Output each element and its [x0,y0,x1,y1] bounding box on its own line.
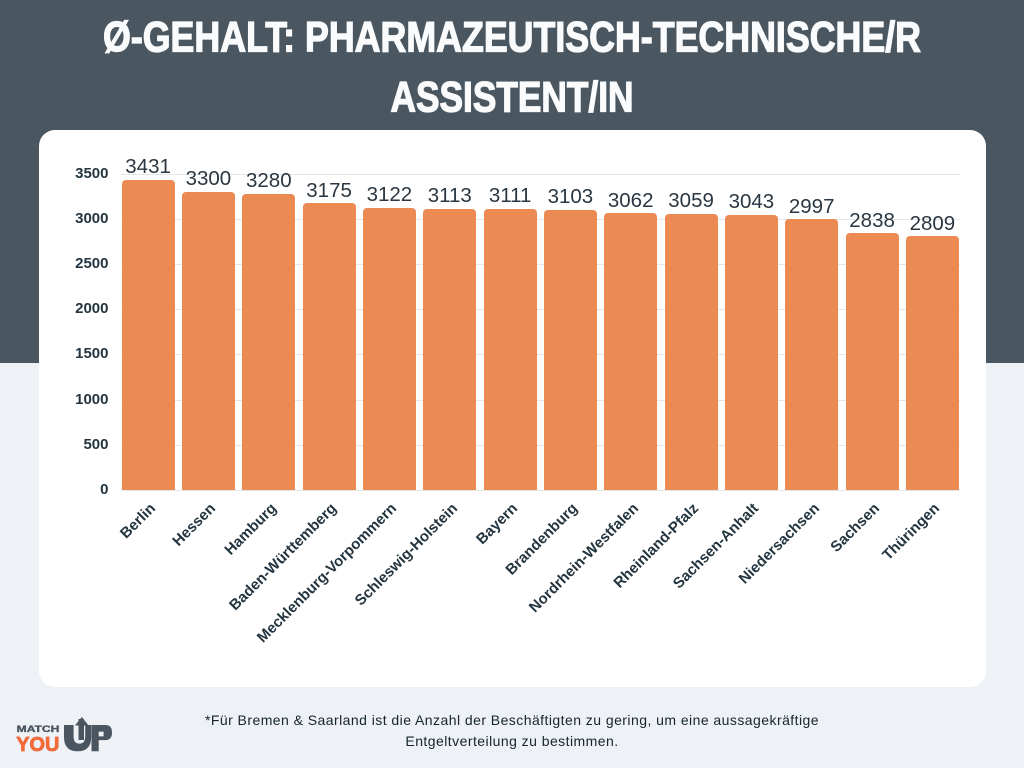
svg-text:YOU: YOU [16,733,59,756]
svg-text:ASSISTENT/IN: ASSISTENT/IN [391,74,634,122]
svg-text:MATCH: MATCH [17,724,60,735]
svg-text:Ø-GEHALT: PHARMAZEUTISCH-TECHN: Ø-GEHALT: PHARMAZEUTISCH-TECHNISCHE/R [103,14,921,62]
